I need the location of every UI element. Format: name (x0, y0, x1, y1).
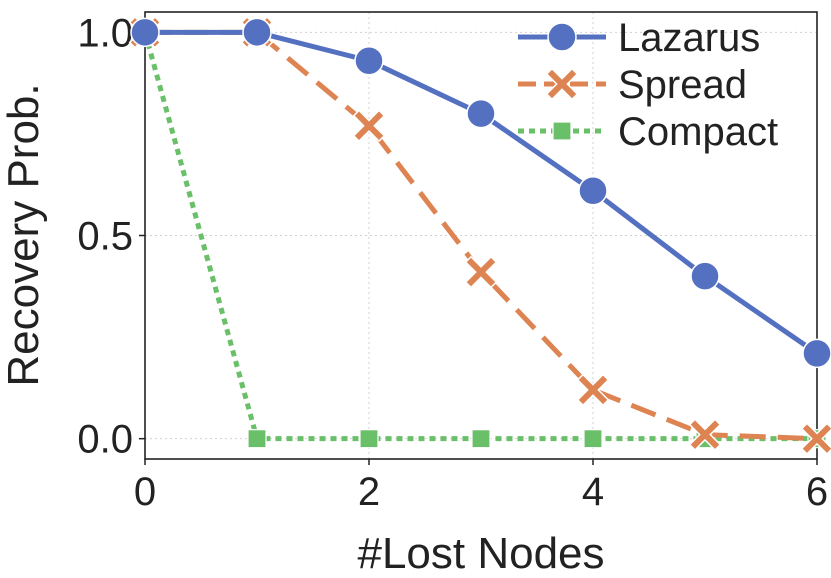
legend-label-compact: Compact (618, 110, 778, 154)
data-point-lazarus (690, 261, 720, 291)
data-point-spread (800, 422, 831, 456)
x-tick-label: 4 (582, 470, 604, 514)
axis-ticks: 0 2 4 6 0.0 0.5 1.0 (77, 11, 828, 514)
series-lazarus (130, 17, 831, 369)
legend-marker-compact (552, 121, 572, 141)
data-point-spread (352, 109, 386, 143)
data-point-compact (471, 429, 491, 449)
legend-item-compact: Compact (518, 110, 778, 154)
y-tick-label: 0.5 (77, 215, 133, 259)
data-point-spread (464, 255, 498, 289)
y-axis-label: Recovery Prob. (0, 83, 48, 386)
data-point-lazarus (466, 98, 496, 129)
legend-marker-spread (545, 67, 579, 101)
x-axis-label: #Lost Nodes (357, 529, 604, 578)
series-layer (128, 15, 831, 456)
data-point-compact (247, 429, 267, 449)
data-point-spread (688, 418, 722, 451)
data-point-lazarus (802, 338, 831, 369)
legend-item-lazarus: Lazarus (518, 16, 760, 60)
x-tick-label: 0 (134, 470, 156, 514)
y-tick-label: 0.0 (77, 418, 133, 462)
data-point-lazarus (354, 46, 384, 76)
data-point-lazarus (578, 176, 608, 206)
x-tick-label: 6 (806, 470, 828, 514)
legend-item-spread: Spread (518, 63, 747, 107)
data-point-spread (576, 373, 610, 407)
y-tick-label: 1.0 (77, 11, 133, 55)
x-tick-label: 2 (358, 470, 380, 514)
data-point-lazarus (130, 17, 160, 48)
data-point-compact (583, 429, 603, 449)
data-point-compact (359, 429, 379, 449)
legend-label-lazarus: Lazarus (618, 16, 760, 60)
data-point-lazarus (242, 17, 272, 48)
legend-label-spread: Spread (618, 63, 747, 107)
legend-marker-lazarus (547, 22, 577, 52)
